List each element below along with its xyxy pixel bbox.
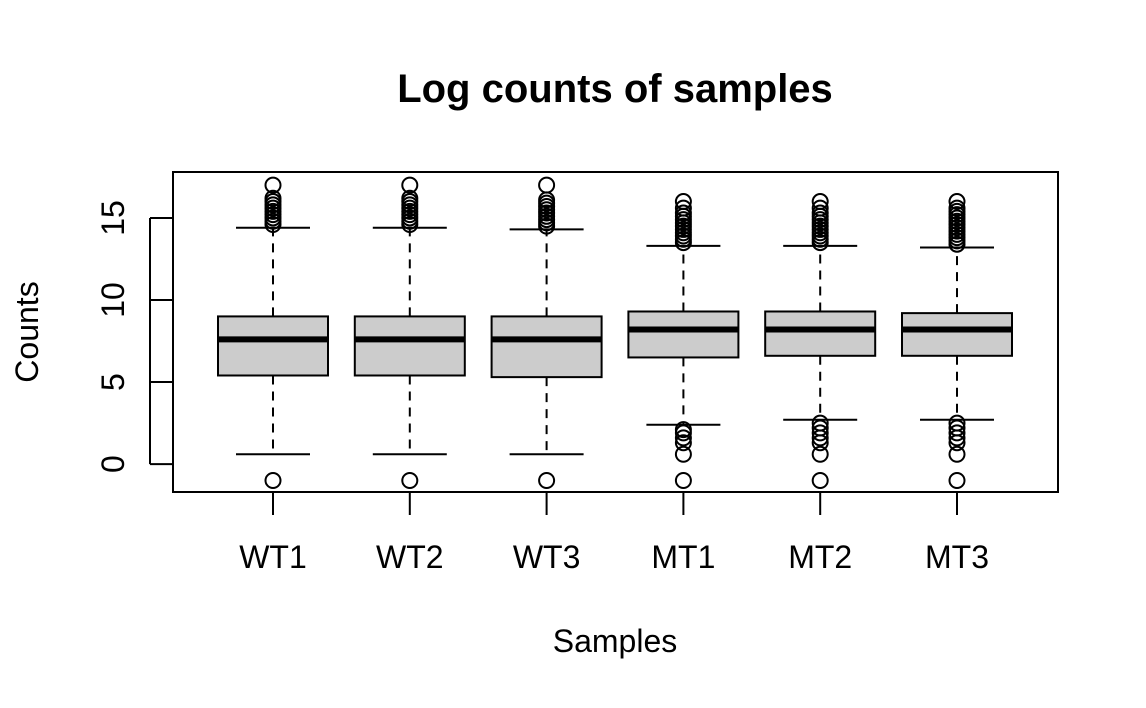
box-iqr [353, 315, 466, 377]
x-axis: WT1 WT2 WT3 MT1 MT2 MT3 [239, 492, 989, 575]
y-axis: 0 5 10 15 [95, 200, 173, 473]
box-iqr [490, 315, 603, 379]
outlier-point [948, 472, 966, 490]
outlier-point [674, 199, 692, 217]
x-tick-label: WT1 [239, 539, 307, 575]
outlier-point [811, 199, 829, 217]
outlier-point [674, 429, 692, 447]
box-iqr [764, 310, 877, 357]
outlier-point [401, 176, 419, 194]
outlier-point [264, 189, 282, 207]
y-tick-label: 0 [95, 455, 131, 473]
chart-title: Log counts of samples [397, 67, 833, 111]
box-group [764, 193, 877, 490]
box-iqr [901, 312, 1013, 357]
outlier-point [811, 204, 829, 222]
outlier-point [811, 419, 829, 437]
outlier-point [401, 472, 419, 490]
outlier-point [948, 445, 966, 463]
box-iqr [627, 310, 740, 359]
outlier-point [538, 176, 556, 194]
box-group [217, 176, 329, 490]
box-group [901, 193, 1013, 490]
box-group [490, 176, 603, 490]
box-group [627, 193, 740, 490]
x-tick-label: WT2 [376, 539, 444, 575]
outlier-point [811, 193, 829, 211]
outlier-point [538, 472, 556, 490]
outlier-point [674, 421, 692, 439]
outlier-point [811, 424, 829, 442]
outlier-point [401, 189, 419, 207]
y-tick-label: 15 [95, 200, 131, 236]
x-tick-label: MT3 [925, 539, 989, 575]
box-iqr [217, 315, 329, 377]
outlier-point [264, 472, 282, 490]
outlier-point [811, 414, 829, 432]
outlier-point [948, 424, 966, 442]
outlier-point [811, 445, 829, 463]
box-group [353, 176, 466, 490]
outlier-point [674, 204, 692, 222]
y-tick-label: 5 [95, 373, 131, 391]
outlier-point [674, 434, 692, 452]
outlier-point [674, 472, 692, 490]
x-tick-label: WT3 [513, 539, 581, 575]
outlier-point [948, 419, 966, 437]
outlier-point [948, 414, 966, 432]
x-tick-label: MT2 [788, 539, 852, 575]
x-tick-label: MT1 [651, 539, 715, 575]
boxes [217, 176, 1013, 490]
x-axis-label: Samples [553, 623, 678, 659]
plot-frame [172, 171, 1059, 493]
outlier-point [948, 193, 966, 211]
y-axis-label: Counts [9, 281, 45, 382]
outlier-point [674, 193, 692, 211]
y-tick-label: 10 [95, 282, 131, 318]
outlier-point [674, 445, 692, 463]
outlier-point [811, 472, 829, 490]
outlier-point [948, 199, 966, 217]
outlier-point [264, 176, 282, 194]
